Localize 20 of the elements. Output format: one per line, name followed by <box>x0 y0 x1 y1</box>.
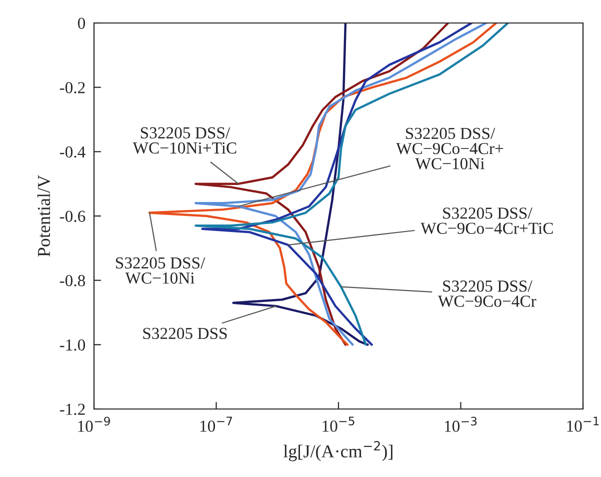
y-tick-label: -0.2 <box>60 82 85 94</box>
annotation: S32205 DSS/ WC−9Co−4Cr+TiC <box>420 208 553 234</box>
x-tick-label: 10$^{−1}$ <box>567 416 599 432</box>
y-tick-label: -0.6 <box>60 210 86 222</box>
y-tick-label: 0 <box>78 18 86 29</box>
x-tick-label: 10$^{−5}$ <box>322 416 354 432</box>
annotation: S32205 DSS <box>143 328 227 340</box>
annotation: S32205 DSS/ WC−9Co−4Cr <box>438 280 536 307</box>
y-axis-title: Potential/V <box>37 175 50 257</box>
x-tick-label: 10$^{−3}$ <box>444 416 477 432</box>
y-tick-label: -0.8 <box>60 275 86 286</box>
annotation: S32205 DSS/ WC−9Co−4Cr+ WC−10Ni <box>396 128 504 170</box>
y-tick-label: -1.2 <box>60 404 85 416</box>
y-tick-label: -1.0 <box>60 339 86 351</box>
x-axis-title: lg[J/(A·cm$^{−2}$)] <box>284 441 392 462</box>
annotation: S32205 DSS/ WC−10Ni <box>116 257 206 284</box>
annotation: S32205 DSS/ WC−10Ni+TiC <box>132 127 236 154</box>
x-tick-label: 10$^{−7}$ <box>200 416 232 432</box>
y-tick-label: -0.4 <box>60 146 86 158</box>
x-tick-label: 10$^{−9}$ <box>78 416 110 432</box>
